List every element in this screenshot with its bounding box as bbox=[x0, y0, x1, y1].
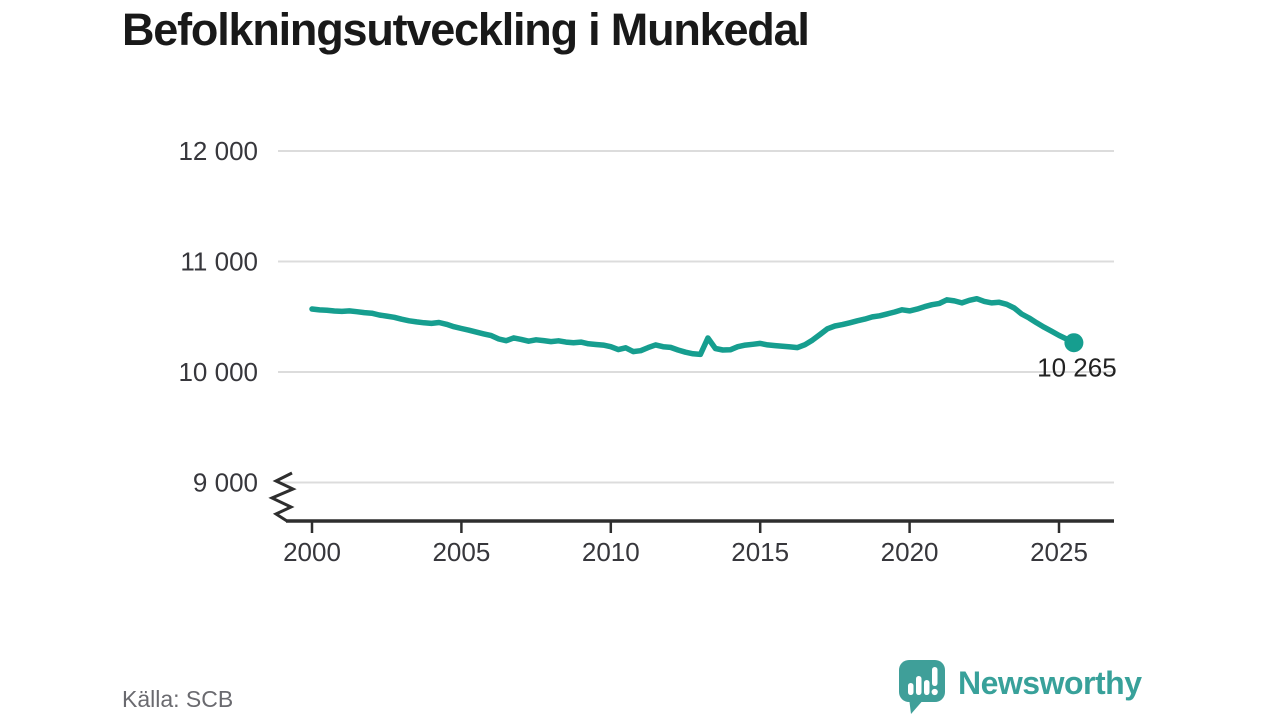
x-tick-label: 2000 bbox=[283, 537, 341, 567]
y-tick-label: 10 000 bbox=[178, 357, 258, 387]
newsworthy-logo: Newsworthy bbox=[897, 658, 1142, 714]
x-tick-label: 2025 bbox=[1030, 537, 1088, 567]
newsworthy-logo-icon bbox=[899, 660, 945, 714]
y-tick-label: 11 000 bbox=[180, 247, 258, 277]
population-line bbox=[309, 295, 1077, 358]
newsworthy-logo-text: Newsworthy bbox=[958, 665, 1142, 701]
end-point-marker bbox=[1064, 333, 1084, 353]
x-tick-label: 2015 bbox=[731, 537, 789, 567]
x-tick-label: 2020 bbox=[881, 537, 939, 567]
population-line-chart: 12 000 11 000 10 000 9 000 2000 2005 2010 2015 2… bbox=[178, 136, 1117, 567]
end-value-label: 10 265 bbox=[1037, 353, 1117, 383]
axis-break-icon bbox=[268, 471, 297, 523]
y-tick-label: 12 000 bbox=[178, 136, 258, 166]
x-tick-label: 2010 bbox=[582, 537, 640, 567]
source-label: Källa: SCB bbox=[122, 686, 234, 712]
x-tick-label: 2005 bbox=[432, 537, 490, 567]
chart-title: Befolkningsutveckling i Munkedal bbox=[122, 4, 810, 55]
y-tick-label: 9 000 bbox=[193, 468, 258, 498]
